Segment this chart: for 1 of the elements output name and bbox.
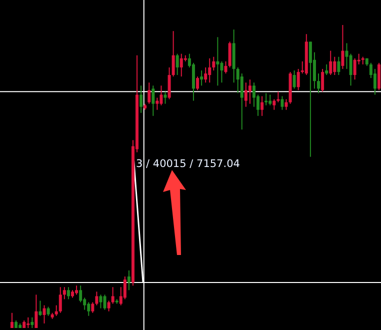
annotation: 3 / 40015 / 7157.04: [136, 158, 240, 170]
